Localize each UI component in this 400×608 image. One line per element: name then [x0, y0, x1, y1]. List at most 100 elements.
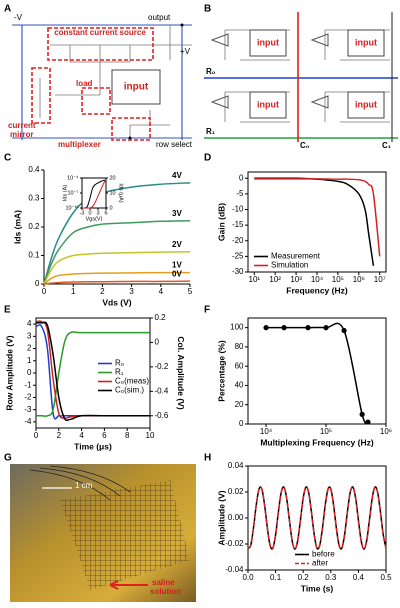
y-tick-label: -2	[24, 393, 32, 402]
label: row select	[156, 140, 193, 149]
curve-label: 3V	[172, 209, 182, 218]
y-axis-label: Amplitude (V)	[216, 490, 226, 545]
x-tick-label: 10⁵	[332, 275, 344, 284]
y-tick-label: 10⁻⁷	[67, 189, 78, 196]
series-line	[43, 219, 191, 285]
x-axis-label: Multiplexing Frequency (Hz)	[260, 437, 374, 447]
series-line	[43, 251, 191, 285]
dashed-box	[47, 27, 154, 61]
y-tick-label: 0	[239, 173, 244, 182]
legend-label: C₀(meas)	[115, 377, 149, 386]
label: output	[148, 13, 171, 22]
series-line	[81, 179, 107, 209]
x-tick-label: 10¹	[249, 275, 261, 284]
label: mirror	[10, 130, 34, 139]
y-tick-label: -30	[232, 267, 244, 276]
x-tick-label: 4	[79, 431, 84, 440]
x-axis-label: Time (s)	[301, 583, 334, 593]
y-tick-label: -20	[232, 236, 244, 245]
y-tick-label: -3	[24, 405, 32, 414]
x-tick-label: 0.0	[242, 573, 254, 582]
y-axis-label: Ids (mA)	[12, 210, 22, 244]
legend-label: after	[312, 559, 328, 568]
x-tick-label: 10³	[290, 275, 302, 284]
y-tick-label: 4	[27, 319, 32, 328]
curve-label: 4V	[172, 171, 182, 180]
x-tick-label: 10⁶	[380, 427, 392, 436]
label: input	[355, 37, 377, 47]
input-box	[347, 29, 385, 57]
legend-label: R₁	[115, 368, 124, 377]
y-tick-label: -0.04	[225, 565, 244, 574]
label: input	[257, 99, 279, 109]
label: R₀	[206, 67, 216, 76]
y2-axis-label: Ids (μA)	[118, 183, 124, 203]
curve-label: 0V	[172, 269, 182, 278]
y-tick-label: 0	[239, 419, 244, 428]
panel-letter: F	[204, 305, 210, 316]
schematic-a: A -V output constant current source +V i…	[4, 4, 193, 149]
series-line	[247, 486, 387, 550]
x-tick-label: 2	[100, 287, 105, 296]
x-tick-label: 0	[88, 210, 91, 216]
data-point	[365, 419, 371, 425]
y-tick-label: 0.04	[228, 461, 244, 470]
label: input	[124, 82, 149, 93]
panel-letter: G	[4, 453, 12, 464]
panel-letter: B	[204, 4, 211, 15]
y-tick-label: 0.02	[228, 487, 244, 496]
x-tick-label: 10⁵	[320, 427, 332, 436]
x-tick-label: 2	[57, 431, 62, 440]
traces	[29, 465, 131, 501]
y-tick-label: 20	[235, 400, 244, 409]
dashed-box	[81, 87, 111, 115]
arrow	[109, 580, 148, 590]
y-tick-label: 0.00	[228, 513, 244, 522]
legend-label: R₀	[115, 359, 124, 368]
x-axis-label: Vgs(V)	[86, 216, 103, 222]
x-tick-label: 3	[129, 287, 134, 296]
y-tick-label: 40	[235, 381, 244, 390]
y-tick-label: -5	[236, 189, 244, 198]
y-tick-label: 3	[27, 331, 32, 340]
data-point	[359, 411, 365, 417]
x-axis-label: Frequency (Hz)	[286, 285, 348, 295]
y2-tick-label: -0.4	[155, 386, 169, 395]
x-tick-label: -3	[80, 210, 85, 216]
x-axis-label: Vds (V)	[102, 297, 131, 307]
series-line	[266, 322, 369, 425]
photo-g: G 1 cm saline solution	[4, 453, 196, 602]
label: C₀	[300, 141, 310, 150]
label: multiplexer	[58, 140, 101, 149]
y-axis-label: Row Amplitude (V)	[4, 335, 14, 410]
plot-frame	[247, 317, 387, 425]
x-tick-label: 0.2	[298, 573, 310, 582]
series-line	[35, 320, 150, 420]
y2-tick-label: 10	[110, 190, 116, 196]
y-tick-label: 0	[35, 279, 40, 288]
data-point	[341, 327, 347, 334]
label: -V	[14, 13, 23, 22]
input-box	[249, 91, 287, 119]
label: load	[76, 79, 93, 88]
label: constant current source	[54, 28, 146, 37]
data-point	[305, 325, 311, 331]
y-axis-label: Gain (dB)	[216, 203, 226, 241]
label: 1 cm	[75, 481, 93, 490]
y2-tick-label: -0.6	[155, 411, 169, 420]
x-tick-label: 0	[34, 431, 39, 440]
x-tick-label: 10	[146, 431, 155, 440]
label: current	[8, 121, 36, 130]
y-tick-label: -15	[232, 220, 244, 229]
legend-label: Simulation	[271, 261, 308, 270]
y-tick-label: 10⁻¹⁰	[65, 204, 79, 211]
series-line	[43, 271, 191, 285]
series-line	[36, 331, 150, 417]
label: +V	[180, 47, 191, 56]
y-tick-label: 0	[27, 368, 32, 377]
x-tick-label: 0.5	[380, 573, 392, 582]
electrode-array	[60, 480, 190, 590]
y-tick-label: 80	[235, 342, 244, 351]
series-line	[254, 178, 381, 257]
label: input	[355, 99, 377, 109]
